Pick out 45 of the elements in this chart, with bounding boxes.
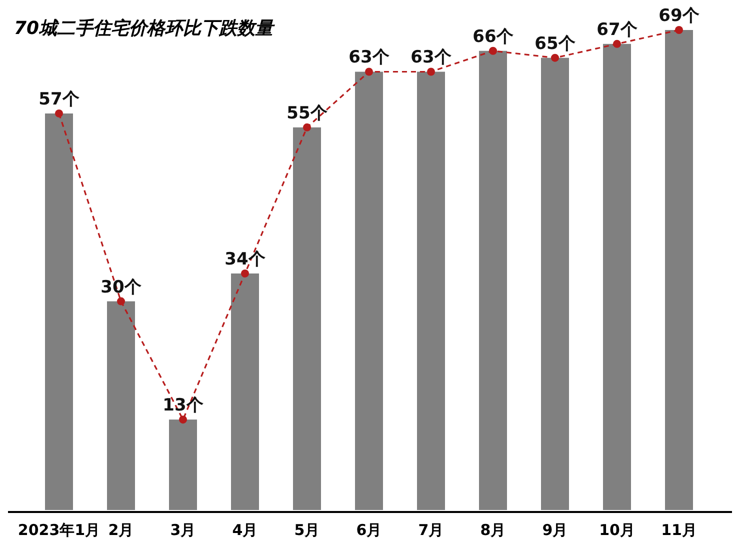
data-label: 55个 (286, 103, 328, 124)
x-tick-label: 3月 (170, 521, 196, 539)
bar (169, 420, 197, 510)
bar (479, 50, 507, 510)
x-tick-label: 4月 (232, 521, 258, 539)
bar (417, 72, 445, 510)
chart-title: 70城二手住宅价格环比下跌数量 (14, 18, 276, 39)
data-label: 67个 (596, 20, 638, 40)
bar (293, 127, 321, 510)
data-label: 34个 (224, 249, 266, 270)
data-label: 65个 (534, 34, 576, 54)
x-tick-label: 10月 (599, 521, 635, 539)
bar (665, 30, 693, 510)
x-tick-label: 11月 (661, 521, 697, 539)
x-tick-label: 9月 (542, 521, 568, 539)
x-tick-label: 7月 (418, 521, 444, 539)
x-tick-label: 6月 (356, 521, 382, 539)
bar (603, 44, 631, 510)
data-label: 63个 (410, 48, 452, 68)
bar (45, 113, 73, 510)
point (427, 68, 435, 76)
data-label: 66个 (472, 26, 514, 47)
point (241, 269, 249, 278)
point (117, 297, 125, 306)
data-label: 30个 (100, 277, 142, 298)
data-label: 69个 (658, 6, 700, 26)
bar (355, 72, 383, 510)
data-label: 13个 (162, 396, 204, 416)
bar (231, 273, 259, 510)
bar (541, 58, 569, 510)
x-tick-label: 5月 (294, 521, 320, 539)
point (365, 68, 373, 76)
point (55, 109, 63, 118)
x-tick-label: 8月 (480, 521, 506, 539)
point (551, 54, 559, 62)
x-tick-label: 2月 (108, 521, 134, 539)
point (303, 123, 311, 132)
point (179, 416, 187, 424)
point (489, 46, 497, 55)
point (675, 26, 683, 34)
data-label: 63个 (348, 48, 390, 68)
point (613, 40, 621, 48)
data-label: 57个 (38, 89, 80, 110)
x-tick-label: 2023年1月 (18, 521, 100, 539)
bar (107, 301, 135, 510)
